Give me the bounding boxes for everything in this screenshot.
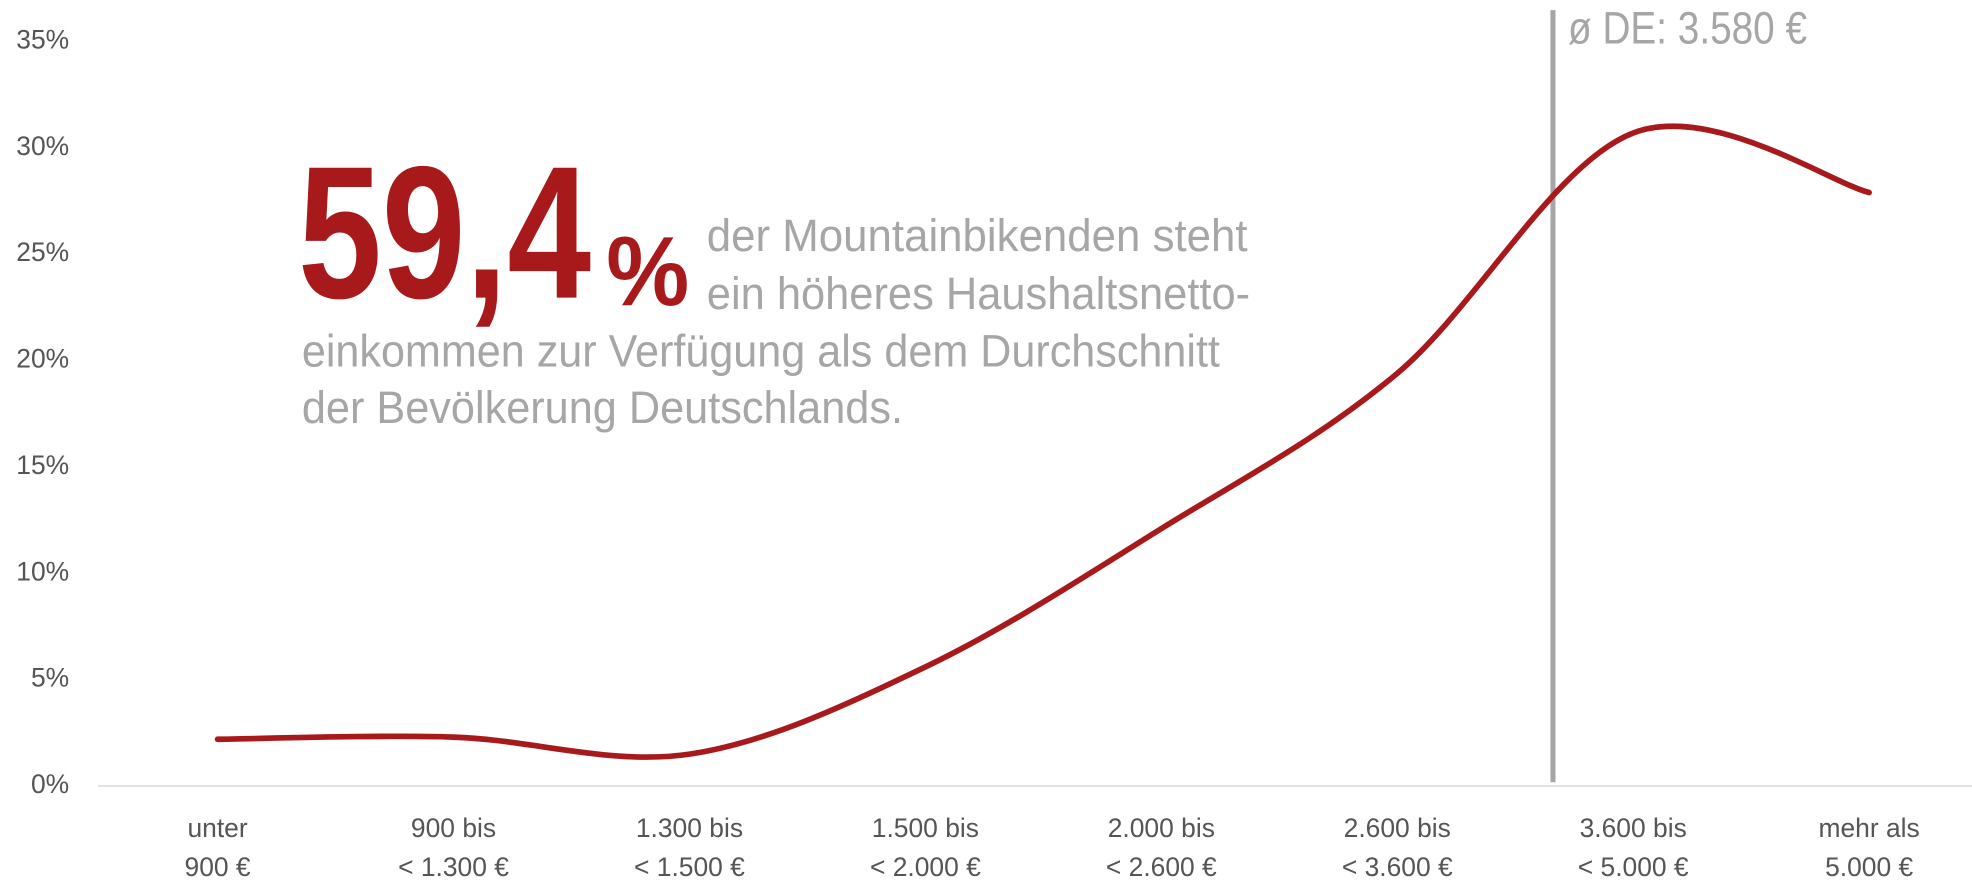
x-tick-label: unter — [187, 813, 247, 843]
headline-text: der Mountainbikenden steht — [707, 210, 1248, 261]
x-tick-label: 900 bis — [411, 813, 496, 843]
x-tick-label: 5.000 € — [1825, 852, 1913, 881]
headline-text: der Bevölkerung Deutschlands. — [302, 382, 903, 433]
x-tick-label: mehr als — [1818, 813, 1919, 843]
y-tick-label: 20% — [16, 344, 69, 374]
y-tick-label: 30% — [16, 131, 69, 161]
x-tick-label: 2.600 bis — [1344, 813, 1451, 843]
y-tick-label: 5% — [31, 663, 69, 693]
reference-label: ø DE: 3.580 € — [1568, 2, 1807, 53]
x-tick-label: < 2.000 € — [870, 852, 981, 881]
x-tick-label: < 1.300 € — [398, 852, 509, 881]
y-tick-label: 35% — [16, 24, 69, 54]
y-tick-label: 15% — [16, 450, 69, 480]
x-tick-label: 3.600 bis — [1580, 813, 1687, 843]
x-tick-label: < 1.500 € — [634, 852, 745, 881]
x-tick-label: < 2.600 € — [1106, 852, 1217, 881]
x-tick-label: 1.500 bis — [872, 813, 979, 843]
headline-text: einkommen zur Verfügung als dem Durchsch… — [302, 326, 1220, 377]
x-tick-label: 2.000 bis — [1108, 813, 1215, 843]
y-tick-label: 25% — [16, 237, 69, 267]
headline-text: ein höheres Haushaltsnetto- — [707, 268, 1250, 319]
headline-value: 59,4 — [298, 127, 591, 338]
y-tick-label: 10% — [16, 556, 69, 586]
x-tick-label: 900 € — [185, 852, 251, 881]
y-tick-label: 0% — [31, 769, 69, 799]
headline-unit: % — [606, 216, 689, 326]
x-tick-label: < 5.000 € — [1578, 852, 1689, 881]
x-tick-label: < 3.600 € — [1342, 852, 1453, 881]
line-series — [214, 123, 1872, 760]
x-tick-label: 1.300 bis — [636, 813, 743, 843]
